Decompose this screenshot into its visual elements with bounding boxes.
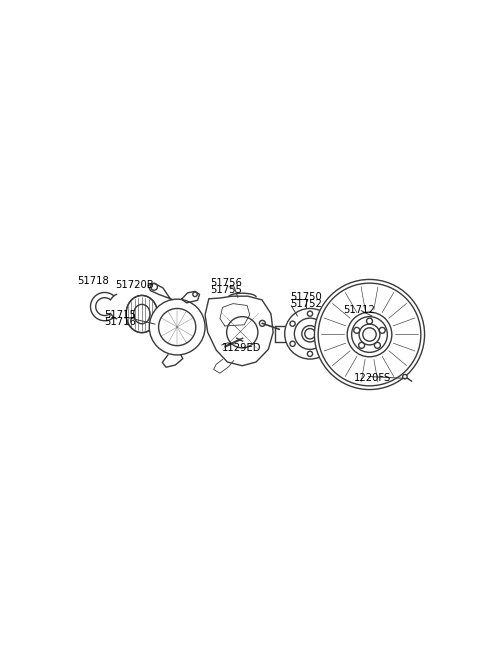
Text: 51720B: 51720B [115,280,154,290]
Polygon shape [205,296,273,365]
Text: 1129ED: 1129ED [222,343,261,352]
Circle shape [347,312,392,357]
Circle shape [227,316,258,348]
Text: 51715: 51715 [104,310,136,320]
Text: 51716: 51716 [104,317,136,327]
Circle shape [294,318,325,349]
Text: 1220FS: 1220FS [354,373,391,383]
Text: 51750: 51750 [290,292,322,303]
Text: 51756: 51756 [211,278,242,288]
Circle shape [285,309,335,359]
Text: 51752: 51752 [290,299,322,309]
Text: 51712: 51712 [343,305,374,315]
Circle shape [149,299,205,355]
Text: 51755: 51755 [211,285,242,295]
Text: 51718: 51718 [77,276,108,286]
Circle shape [403,375,407,379]
Circle shape [314,280,424,390]
Ellipse shape [126,295,157,333]
